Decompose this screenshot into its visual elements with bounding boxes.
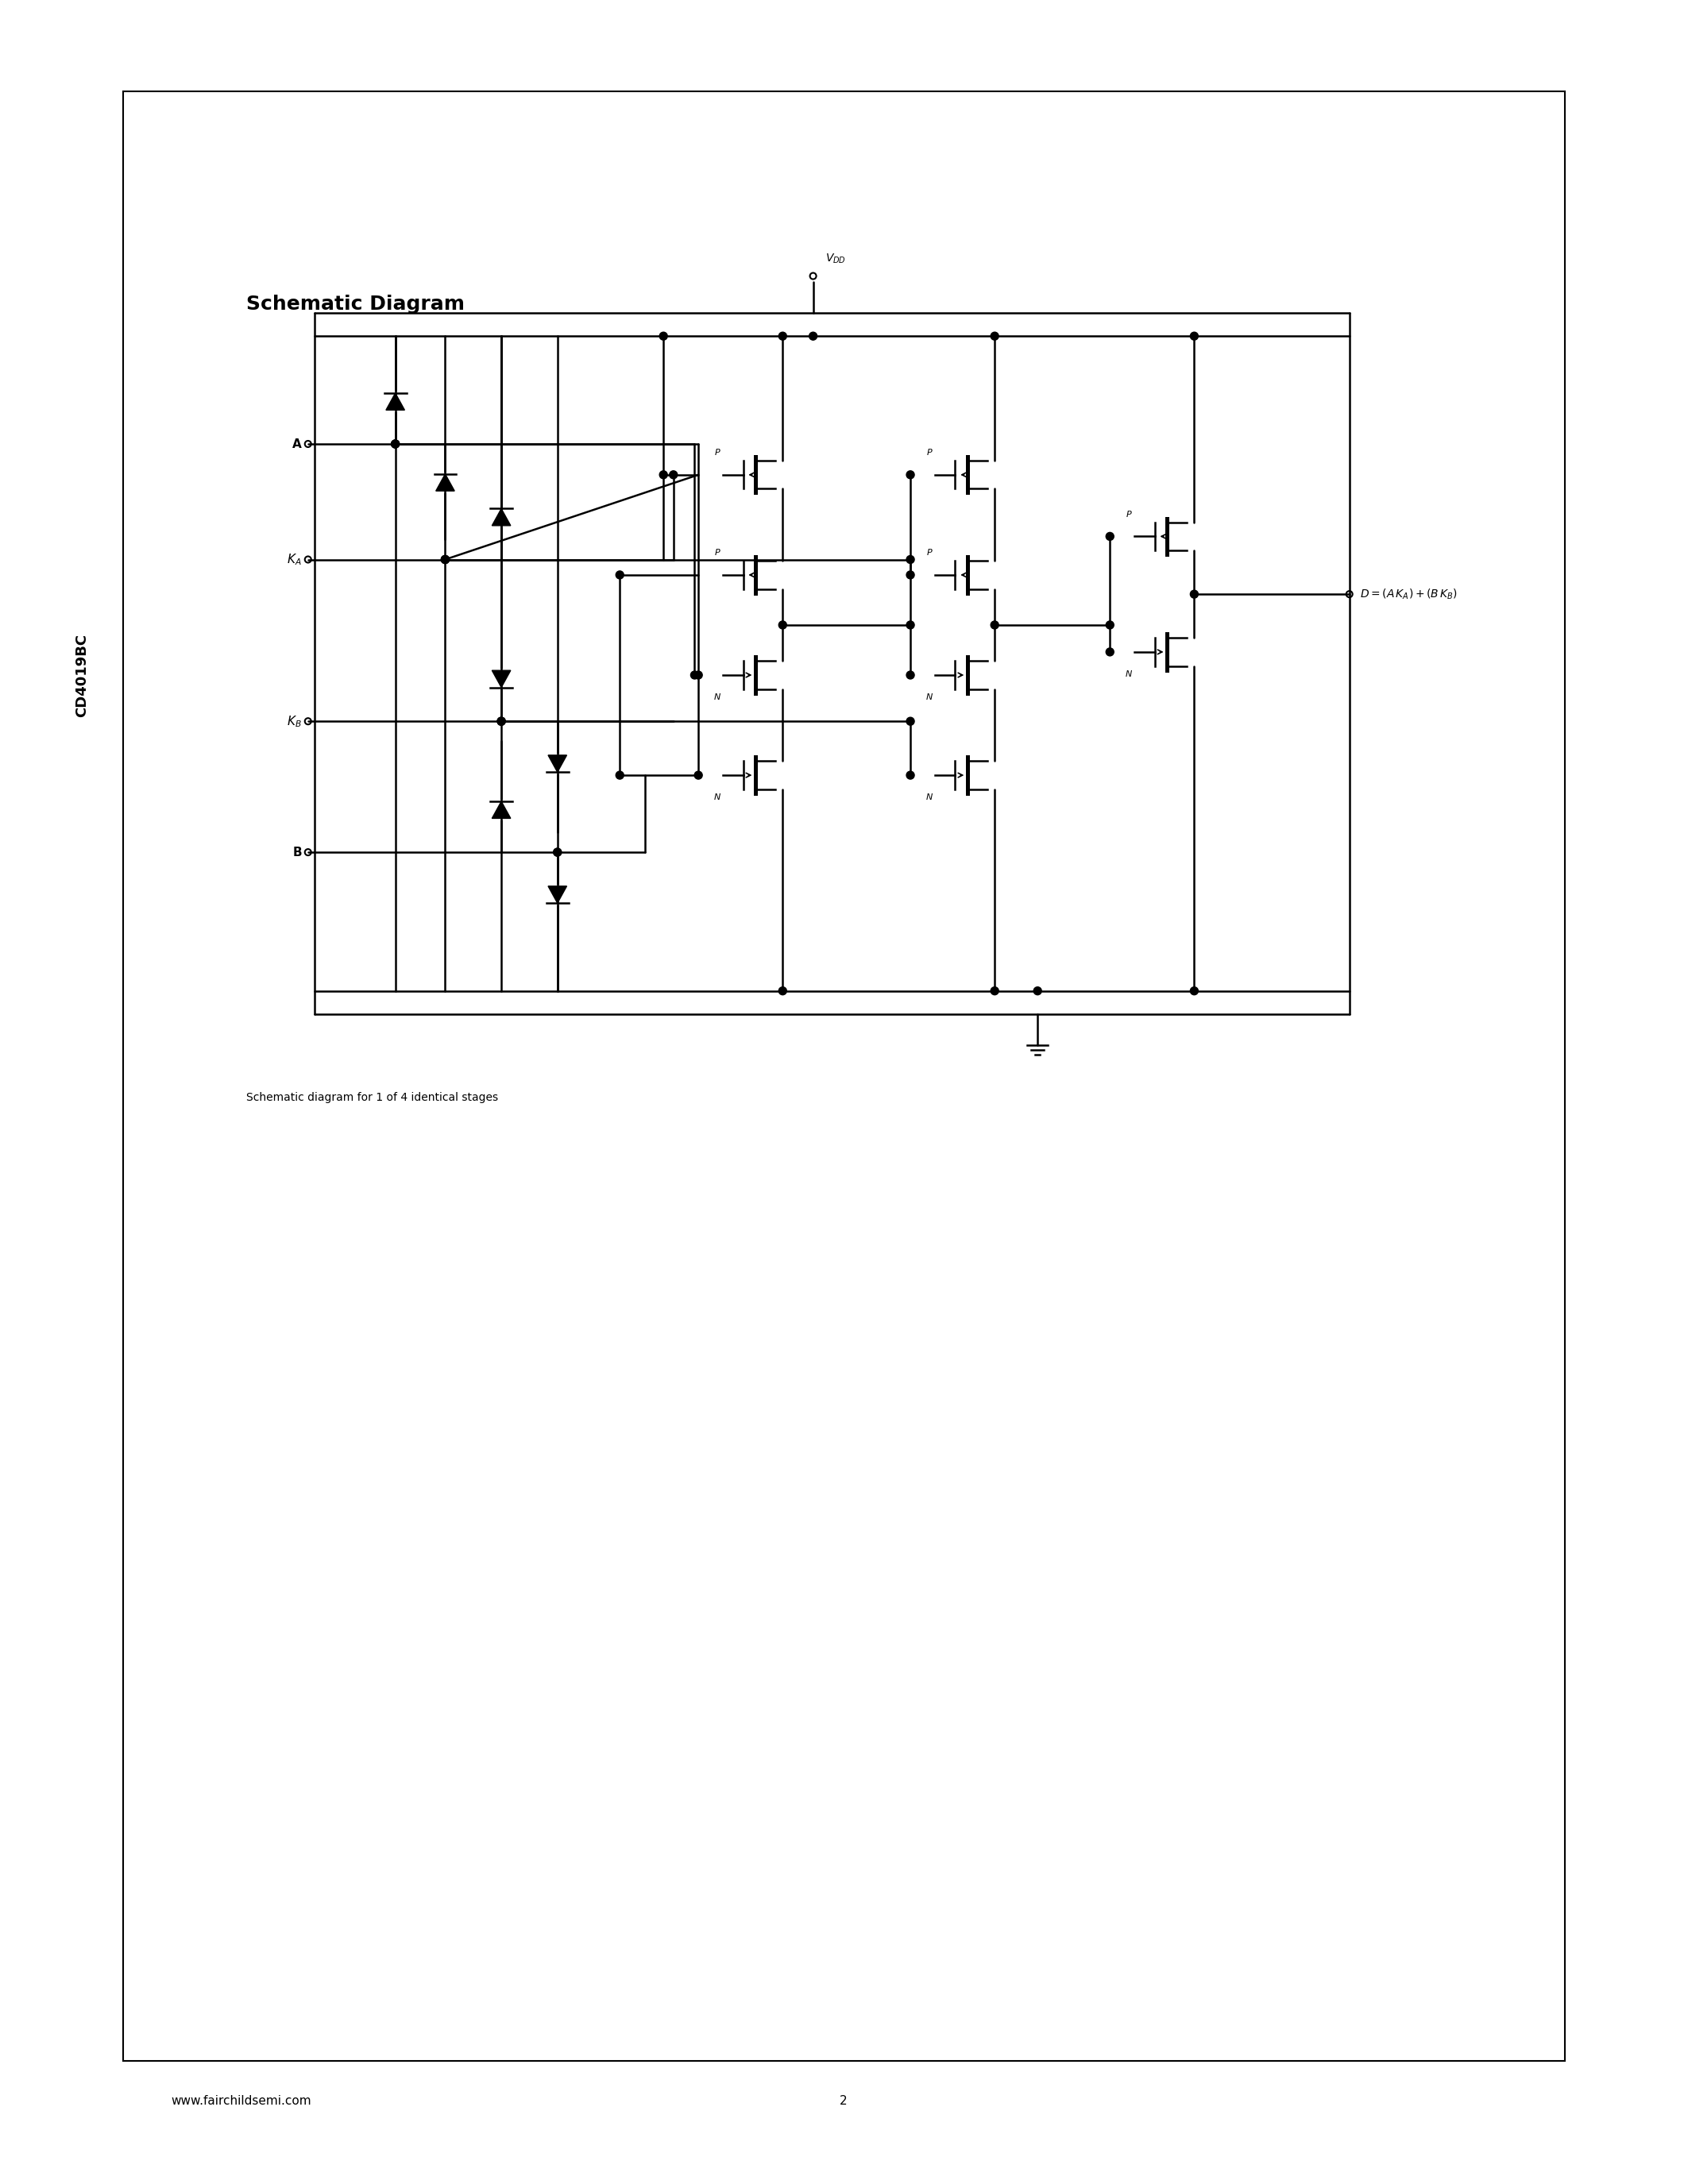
Circle shape bbox=[1190, 332, 1198, 341]
Circle shape bbox=[498, 716, 505, 725]
Circle shape bbox=[778, 620, 787, 629]
Text: $D = (A\,K_A) + (B\,K_B)$: $D = (A\,K_A) + (B\,K_B)$ bbox=[1359, 587, 1457, 601]
Circle shape bbox=[1106, 620, 1114, 629]
Polygon shape bbox=[491, 802, 511, 819]
Text: $V_{DD}$: $V_{DD}$ bbox=[825, 253, 846, 266]
Text: P: P bbox=[1126, 511, 1131, 518]
Circle shape bbox=[660, 472, 667, 478]
Circle shape bbox=[554, 847, 562, 856]
Polygon shape bbox=[549, 887, 567, 902]
Polygon shape bbox=[491, 670, 511, 688]
Text: P: P bbox=[927, 548, 932, 557]
Circle shape bbox=[690, 670, 699, 679]
Circle shape bbox=[694, 670, 702, 679]
Circle shape bbox=[616, 570, 625, 579]
Circle shape bbox=[554, 847, 562, 856]
Circle shape bbox=[616, 771, 625, 780]
Circle shape bbox=[1106, 533, 1114, 539]
Text: N: N bbox=[714, 692, 721, 701]
Text: N: N bbox=[925, 793, 932, 802]
Circle shape bbox=[441, 555, 449, 563]
Circle shape bbox=[392, 439, 400, 448]
Polygon shape bbox=[491, 509, 511, 526]
Text: N: N bbox=[714, 793, 721, 802]
Circle shape bbox=[1190, 987, 1198, 996]
Circle shape bbox=[906, 555, 915, 563]
Circle shape bbox=[660, 332, 667, 341]
Circle shape bbox=[991, 332, 999, 341]
Text: B: B bbox=[292, 845, 302, 858]
Circle shape bbox=[778, 332, 787, 341]
Circle shape bbox=[906, 620, 915, 629]
Polygon shape bbox=[436, 474, 454, 491]
Circle shape bbox=[1106, 649, 1114, 655]
Text: P: P bbox=[714, 448, 719, 456]
Text: $K_A$: $K_A$ bbox=[287, 553, 302, 568]
Circle shape bbox=[906, 472, 915, 478]
Text: CD4019BC: CD4019BC bbox=[74, 633, 89, 716]
Circle shape bbox=[392, 439, 400, 448]
Text: Schematic Diagram: Schematic Diagram bbox=[246, 295, 464, 314]
Circle shape bbox=[498, 716, 505, 725]
Text: N: N bbox=[925, 692, 932, 701]
Text: N: N bbox=[1126, 670, 1133, 677]
Circle shape bbox=[991, 987, 999, 996]
Circle shape bbox=[778, 987, 787, 996]
Circle shape bbox=[906, 570, 915, 579]
Text: 2: 2 bbox=[841, 2094, 847, 2108]
Circle shape bbox=[1190, 590, 1198, 598]
Polygon shape bbox=[387, 393, 405, 411]
Circle shape bbox=[694, 771, 702, 780]
Circle shape bbox=[906, 670, 915, 679]
Text: P: P bbox=[927, 448, 932, 456]
Text: Schematic diagram for 1 of 4 identical stages: Schematic diagram for 1 of 4 identical s… bbox=[246, 1092, 498, 1103]
Circle shape bbox=[441, 555, 449, 563]
Circle shape bbox=[392, 439, 400, 448]
Circle shape bbox=[809, 332, 817, 341]
Circle shape bbox=[441, 555, 449, 563]
Text: www.fairchildsemi.com: www.fairchildsemi.com bbox=[170, 2094, 311, 2108]
Circle shape bbox=[906, 771, 915, 780]
Text: P: P bbox=[714, 548, 719, 557]
Bar bbox=[123, 92, 1565, 2062]
Polygon shape bbox=[549, 756, 567, 773]
Text: $K_B$: $K_B$ bbox=[287, 714, 302, 729]
Circle shape bbox=[1033, 987, 1041, 996]
Circle shape bbox=[670, 472, 677, 478]
Circle shape bbox=[991, 620, 999, 629]
Circle shape bbox=[906, 716, 915, 725]
Text: A: A bbox=[292, 439, 302, 450]
Circle shape bbox=[498, 716, 505, 725]
